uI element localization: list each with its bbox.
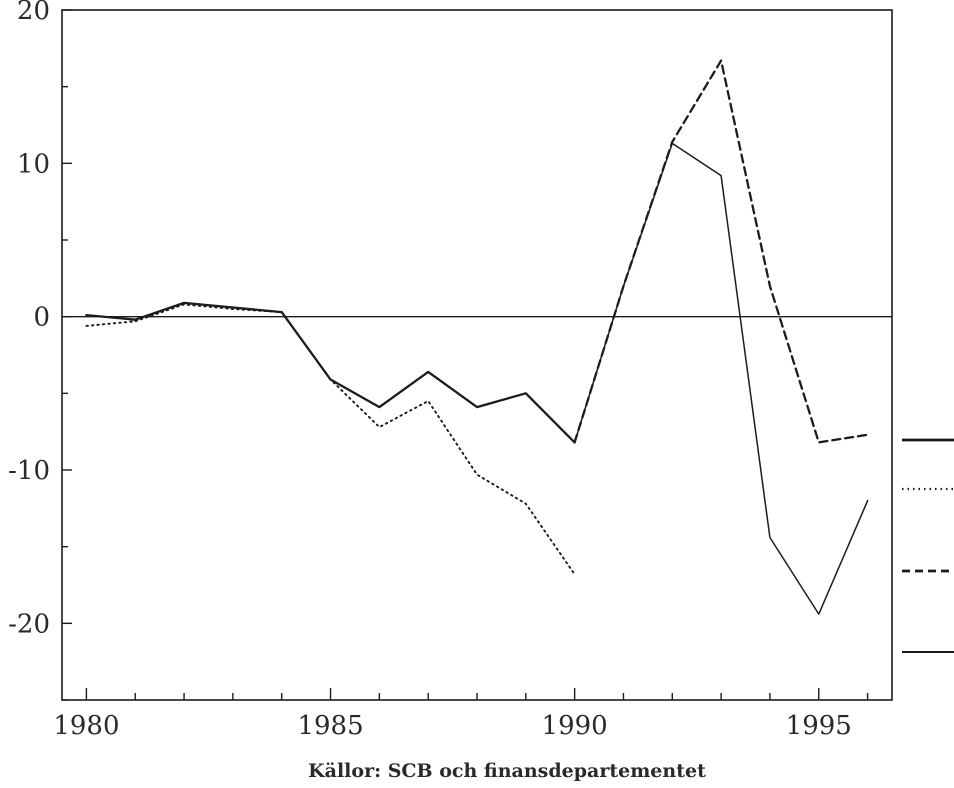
axes [61,9,893,701]
legend [902,438,954,653]
y-tick-label: 0 [33,303,50,333]
x-tick-label: 1995 [786,711,852,741]
y-tick-label: 20 [17,0,50,26]
series-line-solid-thin [573,142,869,615]
y-tick-label: -10 [8,456,50,486]
y-tick-label: 10 [17,149,50,179]
tick-labels: 1980 1985 1990 1995 20 10 0 -10 -20 [8,0,852,741]
x-tick-label: 1990 [542,711,608,741]
x-tick-label: 1980 [53,711,119,741]
series-line-dashed [573,59,869,444]
source-note: Källor: SCB och finansdepartementet [308,760,706,782]
y-tick-label: -20 [8,609,50,639]
series-line-solid-thick [85,301,576,444]
series-line-dotted [85,303,576,576]
plot-frame [61,9,893,701]
x-tick-label: 1985 [297,711,363,741]
series-lines [85,59,869,615]
